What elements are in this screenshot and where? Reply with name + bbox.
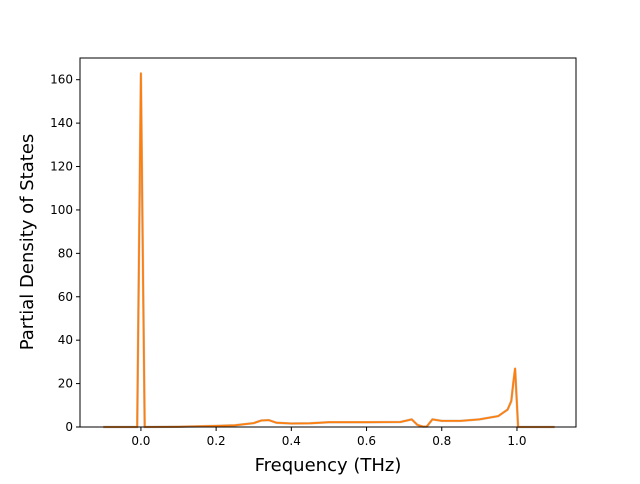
plot-area [103, 72, 555, 429]
axes-frame [79, 57, 577, 428]
x-tick-label: 1.0 [507, 434, 526, 448]
x-tick-label: 0.4 [282, 434, 301, 448]
x-tick-label: 0.2 [207, 434, 226, 448]
y-tick-label: 40 [58, 333, 73, 347]
y-tick-label: 160 [50, 73, 73, 87]
y-tick-label: 140 [50, 116, 73, 130]
y-tick-label: 20 [58, 377, 73, 391]
y-axis: 0 20 40 60 80 100 120 140 160 [50, 73, 80, 434]
y-tick-label: 120 [50, 160, 73, 174]
y-tick-label: 0 [65, 420, 73, 434]
y-axis-label: Partial Density of States [17, 134, 38, 351]
x-axis-label: Frequency (THz) [255, 455, 402, 476]
x-tick-label: 0.8 [432, 434, 451, 448]
y-tick-label: 60 [58, 290, 73, 304]
series-line-0 [103, 72, 555, 428]
y-tick-label: 100 [50, 203, 73, 217]
x-axis: 0.0 0.2 0.4 0.6 0.8 1.0 [131, 427, 527, 448]
y-tick-label: 80 [58, 246, 73, 260]
x-tick-label: 0.0 [131, 434, 150, 448]
x-tick-label: 0.6 [357, 434, 376, 448]
series-shadow-line [103, 73, 555, 429]
